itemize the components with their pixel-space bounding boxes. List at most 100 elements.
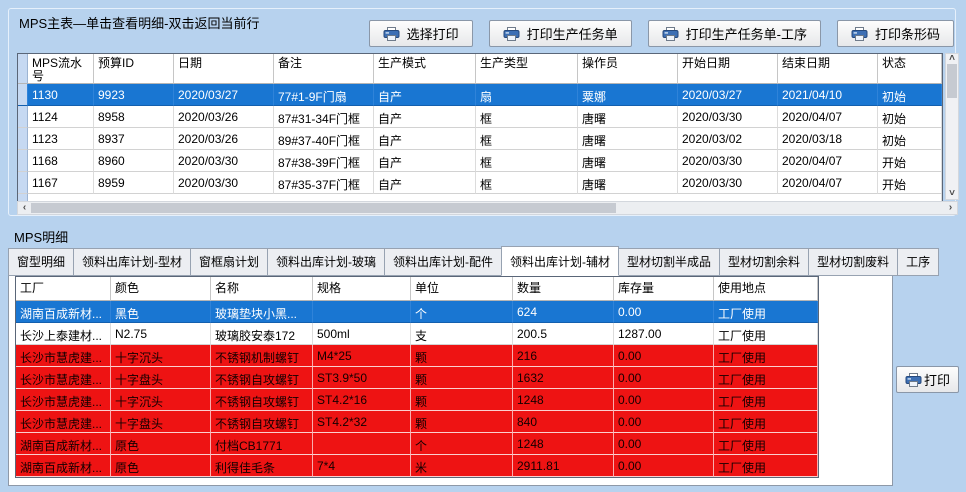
column-header[interactable]: 开始日期 — [678, 54, 778, 84]
table-row[interactable]: 长沙市慧虎建... 十字沉头 不锈钢机制螺钉 M4*25 颗 216 0.00 工厂使用 — [16, 345, 818, 367]
table-cell: 玻璃胶安泰172 — [211, 323, 313, 345]
table-cell: 唐曙 — [578, 172, 678, 194]
column-header[interactable]: 生产类型 — [476, 54, 578, 84]
table-row[interactable]: 长沙市慧虎建... 十字沉头 不锈钢自攻螺钉 ST4.2*16 颗 1248 0.00 工厂使… — [16, 389, 818, 411]
scroll-left-icon[interactable]: ‹ — [22, 202, 27, 213]
column-header[interactable]: 工厂 — [16, 277, 111, 301]
button-label: 打印生产任务单-工序 — [685, 27, 807, 42]
table-cell: 开始 — [878, 172, 942, 194]
print-button[interactable]: 打印生产任务单-工序 — [647, 20, 821, 47]
scroll-right-icon[interactable]: › — [948, 202, 953, 213]
table-cell: 2911.81 — [513, 455, 614, 477]
table-cell: 2020/03/30 — [678, 150, 778, 172]
table-cell: 长沙市慧虎建... — [16, 367, 111, 389]
scroll-up-icon[interactable]: ˄ — [949, 53, 955, 64]
print-button[interactable]: 选择打印 — [368, 20, 473, 47]
column-header[interactable]: 规格 — [313, 277, 411, 301]
table-cell: 个 — [411, 433, 513, 455]
table-row[interactable]: 长沙市慧虎建... 十字盘头 不锈钢自攻螺钉 ST3.9*50 颗 1632 0.00 工厂使… — [16, 367, 818, 389]
tab-领料出库计划-配件[interactable]: 领料出库计划-配件 — [384, 248, 503, 276]
table-cell: 自产 — [374, 128, 476, 150]
column-header[interactable]: 名称 — [211, 277, 313, 301]
master-horizontal-scrollbar[interactable]: ‹ › — [17, 201, 958, 215]
table-cell: 自产 — [374, 172, 476, 194]
column-header[interactable]: 数量 — [513, 277, 614, 301]
table-cell: 支 — [411, 323, 513, 345]
table-row[interactable]: 1168 8960 2020/03/30 87#38-39F门框 自产框唐曙 2020/0… — [18, 150, 942, 172]
table-cell: 2020/03/30 — [678, 106, 778, 128]
table-cell: 8937 — [94, 128, 174, 150]
tab-型材切割半成品[interactable]: 型材切割半成品 — [618, 248, 721, 276]
column-header[interactable]: 日期 — [174, 54, 274, 84]
row-indicator — [18, 128, 28, 150]
table-cell: 个 — [411, 301, 513, 323]
table-cell: 玻璃垫块小黑... — [211, 301, 313, 323]
tab-型材切割余料[interactable]: 型材切割余料 — [719, 248, 810, 276]
table-row[interactable]: 湖南百成新材... 黑色 玻璃垫块小黑... 个 624 0.00 工厂使用 — [16, 301, 818, 323]
horizontal-scroll-thumb[interactable] — [31, 203, 616, 213]
table-cell: 工厂使用 — [714, 345, 818, 367]
table-row[interactable]: 湖南百成新材... 原色 利得佳毛条 7*4 米 2911.81 0.00 工厂使用 — [16, 455, 818, 477]
column-header[interactable]: 状态 — [878, 54, 942, 84]
tab-工序[interactable]: 工序 — [897, 248, 940, 276]
tab-领料出库计划-玻璃[interactable]: 领料出库计划-玻璃 — [267, 248, 386, 276]
table-row[interactable]: 长沙上泰建材... N2.75 玻璃胶安泰172 500ml 支 200.5 1287.00… — [16, 323, 818, 345]
table-cell: 0.00 — [614, 345, 714, 367]
vertical-scroll-thumb[interactable] — [947, 64, 957, 98]
column-header[interactable]: 备注 — [274, 54, 374, 84]
column-header[interactable]: 使用地点 — [714, 277, 818, 301]
table-cell: 200.5 — [513, 323, 614, 345]
column-header[interactable]: 预算ID — [94, 54, 174, 84]
table-row[interactable]: 1123 8937 2020/03/26 89#37-40F门框 自产框唐曙 2020/0… — [18, 128, 942, 150]
table-row[interactable]: 1124 8958 2020/03/26 87#31-34F门框 自产框唐曙 2020/0… — [18, 106, 942, 128]
table-cell: 0.00 — [614, 433, 714, 455]
row-indicator — [18, 172, 28, 194]
column-header[interactable]: 单位 — [411, 277, 513, 301]
tab-窗型明细[interactable]: 窗型明细 — [8, 248, 75, 276]
column-header[interactable]: 生产模式 — [374, 54, 476, 84]
row-indicator — [18, 84, 28, 106]
table-cell: 9923 — [94, 84, 174, 106]
table-cell: 工厂使用 — [714, 389, 818, 411]
table-cell: 77#1-9F门扇 — [274, 84, 374, 106]
table-cell: 89#37-40F门框 — [274, 128, 374, 150]
table-row[interactable]: 1130 9923 2020/03/27 77#1-9F门扇 自产扇粟娜 2020/03/… — [18, 84, 942, 106]
table-cell: 2020/03/18 — [778, 128, 878, 150]
printer-icon — [851, 26, 868, 41]
column-header[interactable]: MPS流水号 — [28, 54, 94, 84]
print-button[interactable]: 打印生产任务单 — [488, 20, 632, 47]
table-cell: 840 — [513, 411, 614, 433]
tab-领料出库计划-辅材[interactable]: 领料出库计划-辅材 — [501, 246, 620, 276]
partial-row — [18, 194, 942, 201]
column-header[interactable]: 颜色 — [111, 277, 211, 301]
printer-icon — [383, 26, 400, 41]
table-cell: 十字沉头 — [111, 345, 211, 367]
tab-领料出库计划-型材[interactable]: 领料出库计划-型材 — [73, 248, 192, 276]
table-cell: 自产 — [374, 106, 476, 128]
column-header[interactable]: 库存量 — [614, 277, 714, 301]
master-vertical-scrollbar[interactable]: ˄ ˅ — [945, 53, 959, 200]
scroll-down-icon[interactable]: ˅ — [949, 188, 955, 199]
column-header[interactable]: 结束日期 — [778, 54, 878, 84]
column-header[interactable]: 操作员 — [578, 54, 678, 84]
table-cell: 初始 — [878, 128, 942, 150]
table-row[interactable]: 湖南百成新材... 原色 付档CB1771 个 1248 0.00 工厂使用 — [16, 433, 818, 455]
table-row[interactable]: 1167 8959 2020/03/30 87#35-37F门框 自产框唐曙 2020/0… — [18, 172, 942, 194]
table-cell: 十字盘头 — [111, 367, 211, 389]
tab-窗框扇计划[interactable]: 窗框扇计划 — [190, 248, 269, 276]
table-cell: N2.75 — [111, 323, 211, 345]
table-row[interactable]: 长沙市慧虎建... 十字盘头 不锈钢自攻螺钉 ST4.2*32 颗 840 0.00 工厂使用 — [16, 411, 818, 433]
table-cell: 框 — [476, 106, 578, 128]
table-cell: 1632 — [513, 367, 614, 389]
master-grid: MPS流水号 预算ID 日期 备注 生产模式 生产类型 操作员 开始日期 结束日期 状态 1130 9… — [17, 53, 943, 202]
table-cell: 不锈钢自攻螺钉 — [211, 367, 313, 389]
table-cell: 湖南百成新材... — [16, 433, 111, 455]
print-button[interactable]: 打印条形码 — [836, 20, 954, 47]
button-label: 选择打印 — [406, 27, 459, 42]
tab-型材切割废料[interactable]: 型材切割废料 — [808, 248, 899, 276]
table-cell: 2020/04/07 — [778, 106, 878, 128]
detail-print-button[interactable]: 打印 — [896, 366, 960, 393]
table-cell: 1248 — [513, 433, 614, 455]
table-cell: 框 — [476, 128, 578, 150]
master-buttons: 选择打印 打印生产任务单 打印生产任务单-工序 打印条形码 — [368, 20, 954, 47]
